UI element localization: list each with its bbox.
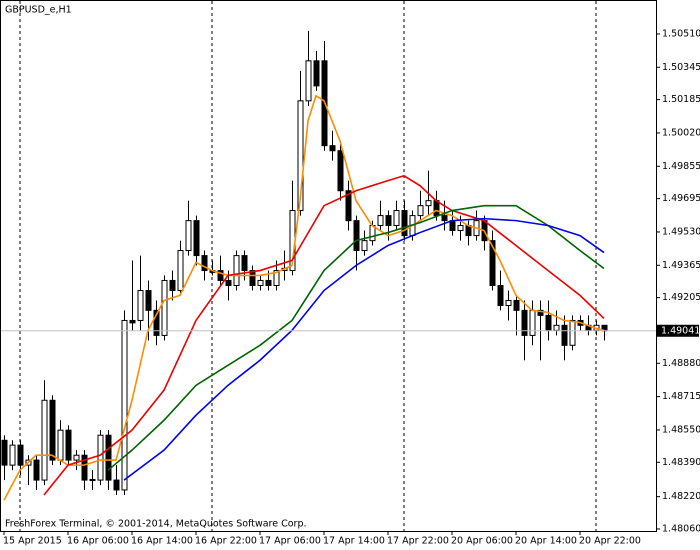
candle-body bbox=[401, 210, 408, 237]
candle-body bbox=[569, 319, 576, 346]
candle-body bbox=[377, 215, 384, 226]
candle-body bbox=[297, 100, 304, 212]
y-tick-label: 1.48715 bbox=[662, 391, 700, 402]
x-tick-label: 16 Apr 22:00 bbox=[195, 536, 257, 547]
candle-body bbox=[497, 284, 504, 307]
moving-average bbox=[43, 174, 605, 496]
y-tick-label: 1.48060 bbox=[662, 523, 700, 534]
candle-body bbox=[201, 255, 208, 272]
candle-body bbox=[257, 279, 264, 286]
candle-body bbox=[449, 220, 456, 232]
candle-body bbox=[425, 200, 432, 207]
candle-body bbox=[489, 240, 496, 286]
candle-body bbox=[65, 429, 72, 461]
candle-body bbox=[113, 479, 120, 491]
candle-body bbox=[145, 290, 152, 311]
candle-body bbox=[337, 150, 344, 192]
candle-body bbox=[9, 444, 16, 466]
candle-body bbox=[273, 270, 280, 286]
y-tick-label: 1.50185 bbox=[662, 94, 700, 105]
candle-body bbox=[81, 454, 88, 481]
candle-body bbox=[537, 309, 544, 316]
candle-body bbox=[417, 205, 424, 217]
candle-body bbox=[553, 324, 560, 331]
candle-body bbox=[529, 309, 536, 336]
candle-body bbox=[361, 240, 368, 252]
candle-body bbox=[121, 319, 128, 491]
moving-average bbox=[123, 217, 605, 481]
y-tick-label: 1.49205 bbox=[662, 292, 700, 303]
candle-body bbox=[561, 324, 568, 346]
candle-body bbox=[185, 220, 192, 252]
y-tick-label: 1.50020 bbox=[662, 127, 700, 138]
y-tick-label: 1.50510 bbox=[662, 28, 700, 39]
candle-body bbox=[89, 478, 96, 481]
candle-body bbox=[17, 444, 24, 466]
chart-title: GBPUSD_e,H1 bbox=[5, 5, 72, 16]
candle-body bbox=[177, 250, 184, 292]
x-tick-label: 17 Apr 22:00 bbox=[387, 536, 449, 547]
candle-body bbox=[225, 279, 232, 286]
y-tick-label: 1.49855 bbox=[662, 161, 700, 172]
y-tick-label: 1.48880 bbox=[662, 358, 700, 369]
x-tick-label: 20 Apr 06:00 bbox=[451, 536, 513, 547]
candle-body bbox=[105, 434, 112, 481]
candle-body bbox=[457, 224, 464, 232]
candle-body bbox=[169, 279, 176, 292]
candle-body bbox=[153, 309, 160, 336]
x-tick-label: 20 Apr 22:00 bbox=[579, 536, 641, 547]
y-tick-label: 1.49530 bbox=[662, 226, 700, 237]
candle-body bbox=[97, 434, 104, 481]
candle-body bbox=[305, 60, 312, 102]
candle-body bbox=[521, 309, 528, 336]
price-label: 1.49041 bbox=[661, 325, 700, 336]
candle-body bbox=[249, 270, 256, 286]
candle-body bbox=[505, 299, 512, 307]
candle-body bbox=[49, 399, 56, 461]
candle-body bbox=[41, 399, 48, 481]
candle-body bbox=[73, 454, 80, 461]
candle-body bbox=[233, 255, 240, 286]
candle-body bbox=[513, 299, 520, 311]
candle-body bbox=[137, 290, 144, 321]
candle-body bbox=[385, 215, 392, 226]
candle-body bbox=[161, 279, 168, 336]
price-label-box bbox=[657, 324, 699, 337]
y-tick-label: 1.48220 bbox=[662, 491, 700, 502]
candle-body bbox=[193, 220, 200, 257]
candle-body bbox=[57, 429, 64, 461]
candle-body bbox=[265, 279, 272, 286]
candle-body bbox=[33, 459, 40, 481]
candle-body bbox=[353, 220, 360, 252]
x-tick-label: 20 Apr 14:00 bbox=[515, 536, 577, 547]
y-tick-label: 1.49365 bbox=[662, 260, 700, 271]
y-tick-label: 1.48550 bbox=[662, 424, 700, 435]
y-tick-label: 1.48390 bbox=[662, 457, 700, 468]
footer: FreshForex Terminal, © 2001-2014, MetaQu… bbox=[5, 519, 307, 530]
y-tick-label: 1.50345 bbox=[662, 62, 700, 73]
candle-body bbox=[217, 270, 224, 281]
candle-body bbox=[393, 210, 400, 226]
x-tick-label: 16 Apr 14:00 bbox=[131, 536, 193, 547]
moving-average bbox=[3, 94, 605, 501]
x-tick-label: 15 Apr 2015 bbox=[3, 536, 62, 547]
candle-body bbox=[345, 190, 352, 222]
marks bbox=[1, 30, 656, 501]
candle-body bbox=[545, 314, 552, 331]
candle-body bbox=[1, 439, 8, 466]
candle-body bbox=[313, 60, 320, 87]
candle-body bbox=[329, 145, 336, 152]
y-tick-label: 1.49695 bbox=[662, 193, 700, 204]
x-tick-label: 17 Apr 14:00 bbox=[323, 536, 385, 547]
candle-body bbox=[241, 255, 248, 272]
x-tick-label: 17 Apr 06:00 bbox=[259, 536, 321, 547]
candle-body bbox=[129, 319, 136, 324]
moving-average bbox=[107, 204, 605, 471]
x-tick-label: 16 Apr 06:00 bbox=[67, 536, 129, 547]
candle-body bbox=[441, 215, 448, 222]
